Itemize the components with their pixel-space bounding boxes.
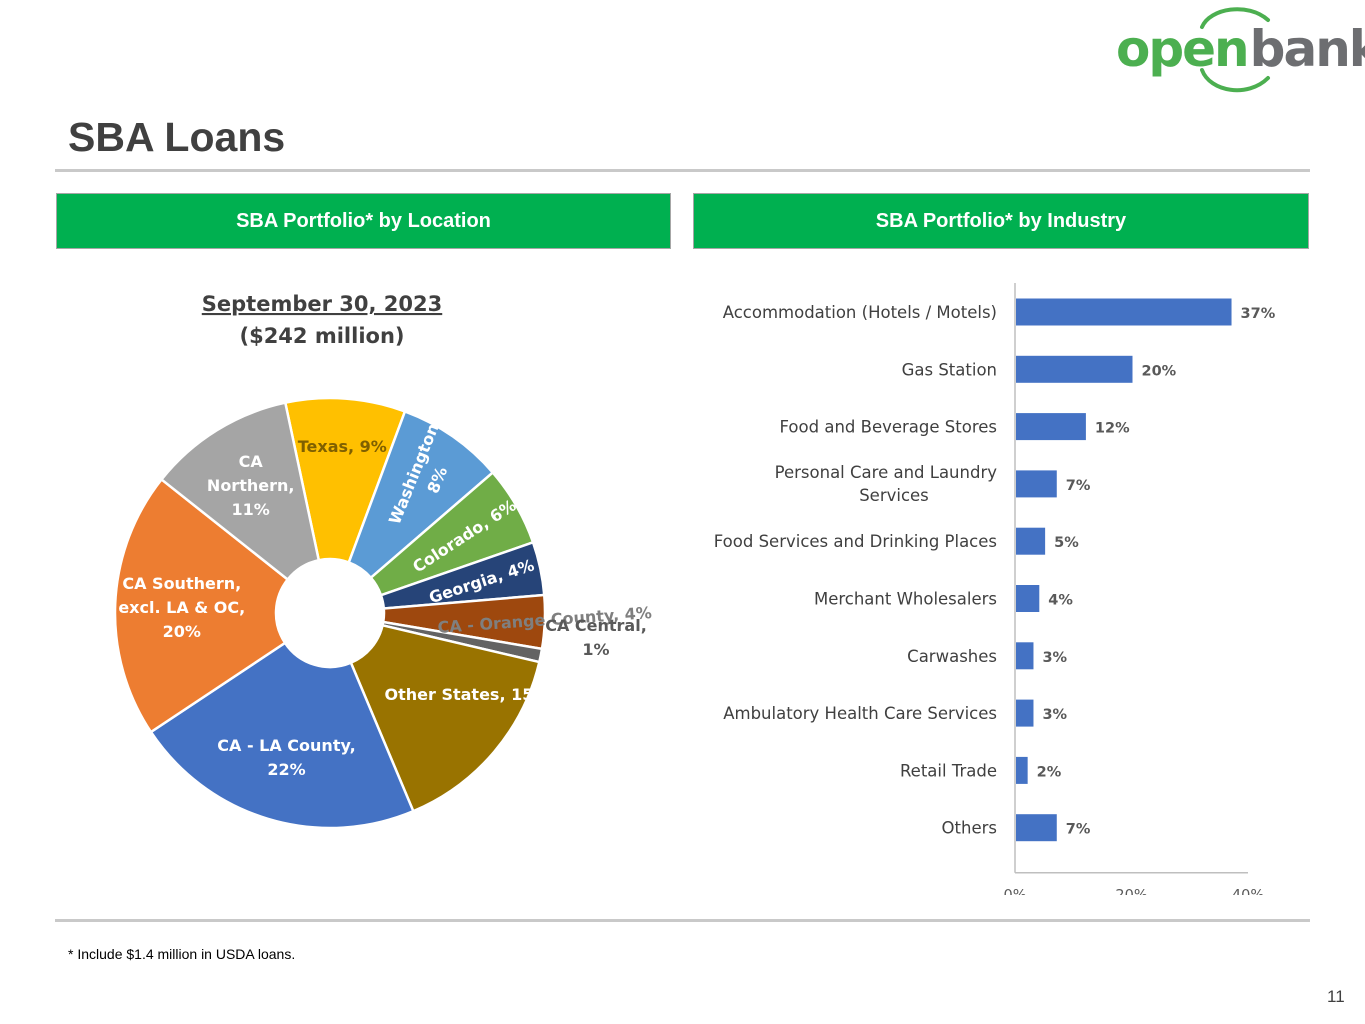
- pie-slice-other-states-label: Other States, 15%: [385, 685, 550, 704]
- location-chart-header: SBA Portfolio* by Location: [56, 193, 671, 249]
- bar-food-services-and-drinking-places-value-label: 5%: [1054, 535, 1079, 551]
- page-title: SBA Loans: [68, 114, 286, 160]
- pie-chart-subtitle: ($242 million): [239, 324, 404, 348]
- footnote: * Include $1.4 million in USDA loans.: [68, 946, 296, 962]
- bar-ambulatory-health-care-services-bar: [1016, 699, 1034, 727]
- openbank-logo: openbank: [1116, 7, 1365, 93]
- bar-x-tick-1: 20%: [1115, 888, 1147, 895]
- bar-retail-trade-bar: [1016, 756, 1028, 784]
- bar-food-and-beverage-stores-bar: [1016, 413, 1086, 441]
- pie-slice-ca-southern-excl-la-oc: [113, 477, 290, 734]
- pie-slice-ca-la-county-label: CA - LA County, 22%: [217, 736, 355, 779]
- footer-divider: [55, 919, 1310, 922]
- location-pie-chart: September 30, 2023 ($242 million) Texas,…: [113, 292, 652, 830]
- bar-merchant-wholesalers-category: Merchant Wholesalers: [814, 590, 997, 609]
- bar-carwashes-value-label: 3%: [1042, 650, 1067, 666]
- pie-chart-title: September 30, 2023: [202, 292, 442, 316]
- bar-food-and-beverage-stores-value-label: 12%: [1095, 421, 1130, 437]
- bar-gas-station-category: Gas Station: [902, 360, 997, 379]
- bar-gas-station-bar: [1016, 355, 1133, 383]
- logo-swoosh-top: [1200, 7, 1270, 29]
- pie-slice-ca-northern: [159, 401, 321, 582]
- pie-slice-other-states: [349, 623, 541, 813]
- page-number: 11: [1327, 987, 1345, 1006]
- pie-slice-texas-label: Texas, 9%: [298, 437, 387, 456]
- bar-accommodation-hotels-motels-value-label: 37%: [1241, 306, 1276, 322]
- bar-food-services-and-drinking-places-category: Food Services and Drinking Places: [714, 532, 997, 551]
- bar-others-value-label: 7%: [1066, 822, 1091, 838]
- bar-merchant-wholesalers-bar: [1016, 585, 1040, 612]
- bar-food-services-and-drinking-places-bar: [1016, 527, 1046, 555]
- bar-retail-trade-category: Retail Trade: [900, 761, 997, 780]
- pie-slice-ca-northern-label: CA Northern, 11%: [207, 452, 295, 519]
- bar-ambulatory-health-care-services-category: Ambulatory Health Care Services: [723, 704, 997, 723]
- bar-x-tick-2: 40%: [1232, 888, 1264, 895]
- bar-food-and-beverage-stores-category: Food and Beverage Stores: [780, 418, 997, 437]
- bar-gas-station-value-label: 20%: [1142, 363, 1177, 379]
- industry-chart-header: SBA Portfolio* by Industry: [693, 193, 1309, 249]
- bar-accommodation-hotels-motels-bar: [1016, 298, 1232, 326]
- bar-carwashes-category: Carwashes: [907, 647, 997, 666]
- bar-personal-care-and-laundry-services-category: Personal Care and Laundry Services: [775, 463, 998, 505]
- svg-text:openbank: openbank: [1116, 20, 1365, 78]
- pie-slice-ca-southern-excl-la-oc-label: CA Southern, excl. LA & OC, 20%: [118, 574, 245, 641]
- bar-others-category: Others: [942, 819, 997, 838]
- bar-personal-care-and-laundry-services-value-label: 7%: [1066, 478, 1091, 494]
- bar-carwashes-bar: [1016, 642, 1034, 670]
- logo-text-open: open: [1116, 20, 1248, 78]
- bar-x-tick-0: 0%: [1003, 888, 1026, 895]
- bar-others-bar: [1016, 814, 1057, 842]
- bar-personal-care-and-laundry-services-bar: [1016, 470, 1057, 498]
- pie-slice-ca-central-label: CA Central, 1%: [545, 616, 647, 659]
- logo-text-bank: bank: [1250, 20, 1365, 78]
- bar-accommodation-hotels-motels-category: Accommodation (Hotels / Motels): [723, 303, 997, 322]
- bar-retail-trade-value-label: 2%: [1037, 764, 1062, 780]
- logo-swoosh-bottom: [1200, 68, 1270, 93]
- pie-slice-texas: [283, 396, 407, 564]
- bar-merchant-wholesalers-value-label: 4%: [1048, 593, 1073, 609]
- bar-ambulatory-health-care-services-value-label: 3%: [1042, 707, 1067, 723]
- industry-bar-chart: Accommodation (Hotels / Motels) Gas Stati…: [714, 283, 1276, 895]
- title-divider: [55, 169, 1310, 172]
